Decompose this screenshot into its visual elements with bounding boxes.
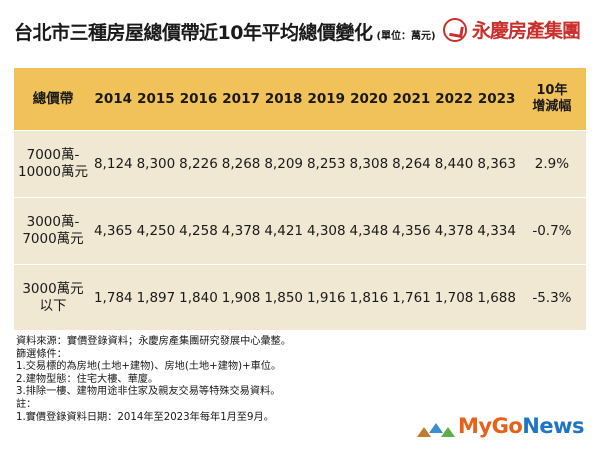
table-cell: 1,908 (221, 289, 261, 306)
price-table: 總價帶 2014 2015 2016 2017 2018 2019 2020 2… (14, 68, 586, 330)
chart-title: 台北市三種房屋總價帶近10年平均總價變化 (單位：萬元) (14, 18, 436, 45)
year-header: 2019 (307, 91, 346, 107)
table-cell: 4,378 (221, 223, 261, 239)
brand: 永慶房產集團 (442, 16, 581, 43)
wordmark-go: Go (491, 414, 523, 438)
row-label: 7000萬- 10000萬元 (18, 147, 88, 180)
table-cell: 8,264 (392, 156, 431, 172)
table-row: 7000萬- 10000萬元 8,124 8,300 8,226 8,268 8… (14, 131, 586, 197)
row-divider (14, 130, 586, 131)
year-header: 2023 (477, 91, 516, 107)
table-cell: 8,209 (264, 156, 303, 172)
mygonews-wordmark: MyGoNews (458, 414, 584, 438)
table-cell: 1,761 (392, 289, 431, 306)
table-cell: 1,708 (434, 289, 474, 306)
change-cell: -0.7% (532, 223, 572, 239)
table-cell: 1,897 (136, 289, 176, 306)
table-cell: 8,363 (477, 156, 516, 172)
year-header: 2014 (94, 91, 133, 107)
source-notes: 資料來源：實價登錄資料；永慶房產集團研究發展中心彙整。 篩選條件： 1.交易標的… (16, 336, 536, 424)
note-line: 3.排除一樓、建物用途非住家及親友交易等特殊交易資料。 (16, 386, 281, 398)
year-header: 2021 (392, 91, 431, 107)
year-header: 2020 (350, 91, 388, 107)
table-header-row: 總價帶 2014 2015 2016 2017 2018 2019 2020 2… (14, 68, 586, 130)
mygonews-logo: MyGoNews (417, 414, 584, 438)
note-line: 1.實價登錄資料日期：2014年至2023年每年1月至9月。 (16, 411, 274, 423)
title-text: 台北市三種房屋總價帶近10年平均總價變化 (14, 22, 373, 44)
year-header: 2018 (264, 91, 303, 107)
row-label: 3000萬- 7000萬元 (22, 214, 84, 247)
wordmark-news: News (522, 414, 584, 438)
table-cell: 4,334 (477, 223, 516, 239)
wordmark-my: My (458, 414, 492, 438)
table-cell: 4,348 (349, 223, 389, 239)
table-cell: 4,421 (264, 223, 303, 239)
table-cell: 1,688 (477, 289, 516, 306)
change-header: 10年 增減幅 (532, 83, 572, 114)
brand-name: 永慶房產集團 (471, 20, 581, 42)
table-cell: 8,300 (136, 156, 176, 172)
table-cell: 4,378 (434, 223, 474, 239)
table-cell: 8,124 (93, 156, 133, 172)
table-cell: 8,308 (349, 156, 389, 172)
table-cell: 1,850 (264, 289, 303, 306)
note-line: 註： (16, 398, 37, 410)
table-row: 3000萬元 以下 1,784 1,897 1,840 1,908 1,850 … (14, 265, 586, 330)
note-line: 2.建物型態：住宅大樓、華廈。 (16, 373, 159, 385)
table-cell: 1,784 (93, 289, 133, 306)
year-header: 2015 (137, 91, 175, 107)
table-row: 3000萬- 7000萬元 4,365 4,250 4,258 4,378 4,… (14, 198, 586, 264)
row-divider (14, 264, 586, 265)
row-label: 3000萬元 以下 (22, 280, 84, 314)
table-cell: 4,250 (136, 223, 176, 239)
note-line: 資料來源：實價登錄資料；永慶房產集團研究發展中心彙整。 (16, 336, 292, 347)
row-divider (14, 197, 586, 198)
year-header: 2022 (435, 91, 473, 107)
table-cell: 8,268 (221, 156, 261, 172)
table-cell: 1,816 (349, 289, 389, 306)
year-header: 2017 (222, 91, 260, 107)
table-cell: 1,916 (306, 289, 346, 306)
table-cell: 4,258 (179, 223, 218, 239)
house-icon (417, 415, 456, 437)
table-cell: 8,440 (434, 156, 474, 172)
row-header-label: 總價帶 (32, 90, 74, 107)
header: 台北市三種房屋總價帶近10年平均總價變化 (單位：萬元) 永慶房產集團 (14, 14, 586, 54)
table-cell: 8,253 (306, 156, 346, 172)
unit-label: (單位：萬元) (376, 31, 436, 42)
change-cell: 2.9% (534, 156, 570, 172)
table-cell: 1,840 (179, 289, 218, 306)
table-cell: 4,356 (392, 223, 431, 239)
note-line: 篩選條件： (16, 348, 67, 360)
table-cell: 4,308 (306, 223, 346, 239)
table-cell: 8,226 (179, 156, 218, 172)
note-line: 1.交易標的為房地(土地+建物)、房地(土地+建物)+車位。 (16, 361, 282, 373)
table-cell: 4,365 (93, 223, 133, 239)
change-cell: -5.3% (532, 289, 572, 306)
brand-logo-icon (442, 17, 467, 42)
year-header: 2016 (179, 91, 218, 107)
